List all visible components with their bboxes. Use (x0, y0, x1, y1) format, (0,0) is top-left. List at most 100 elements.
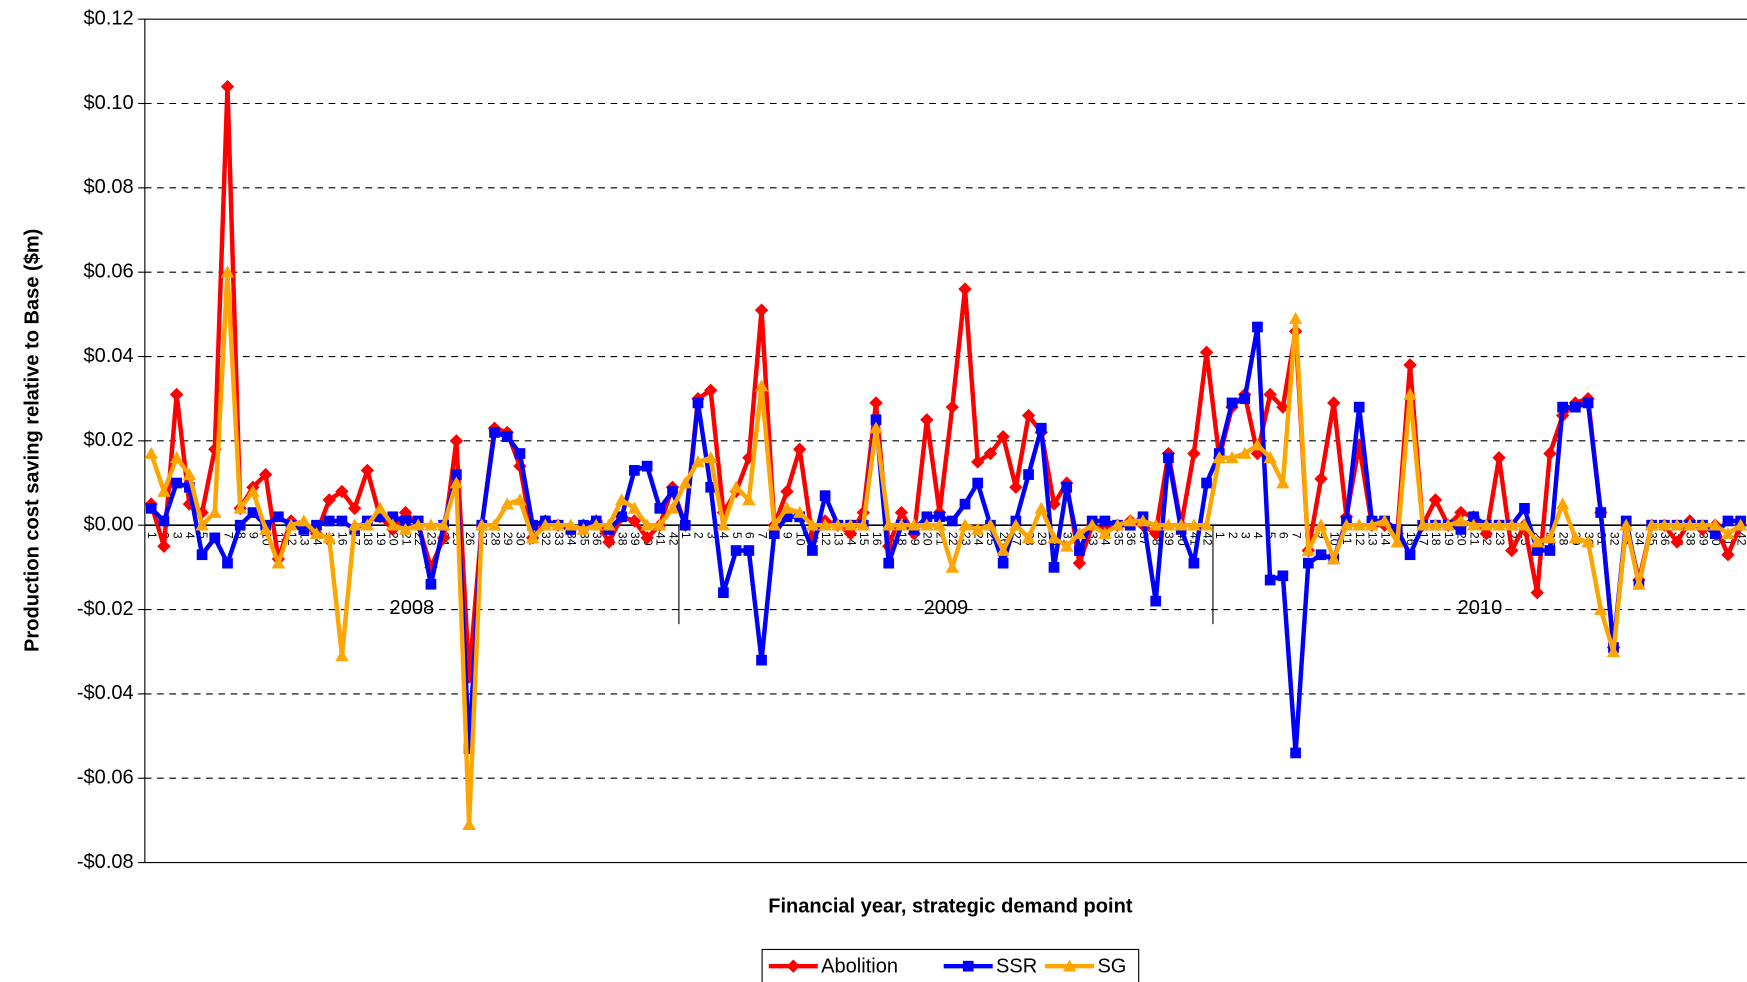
point (335, 649, 349, 662)
point (907, 518, 921, 531)
point (614, 493, 629, 506)
point (1225, 451, 1239, 464)
x-tick-label: 2 (1226, 532, 1240, 539)
point (705, 481, 717, 493)
point (870, 414, 882, 426)
x-tick-label: 9 (1315, 532, 1329, 539)
point (869, 421, 883, 434)
point (246, 484, 260, 497)
point (768, 528, 780, 539)
point (1365, 518, 1379, 531)
x-tick-label: 36 (1124, 532, 1138, 546)
point (831, 518, 845, 531)
x-tick-label: 19 (374, 532, 388, 546)
point (602, 518, 616, 531)
point (692, 397, 704, 409)
point (1416, 518, 1430, 531)
x-tick-label: 9 (781, 532, 795, 539)
point (322, 493, 336, 507)
point (273, 511, 284, 523)
point (1072, 556, 1087, 570)
point (220, 79, 235, 94)
point (145, 502, 157, 514)
x-tick-label: 1 (1213, 532, 1227, 539)
x-tick-label: 1 (145, 532, 159, 539)
x-tick-label: 41 (654, 532, 668, 546)
y-tick-label: $0.10 (84, 92, 134, 114)
point (1327, 552, 1341, 565)
point (716, 518, 731, 531)
point (1569, 401, 1581, 413)
point (883, 557, 895, 569)
point (1454, 514, 1468, 527)
point (183, 481, 195, 493)
x-tick-label: 21 (399, 532, 413, 546)
point (1695, 518, 1710, 531)
x-tick-label: 13 (1366, 532, 1380, 546)
point (1199, 518, 1214, 531)
point (730, 545, 742, 556)
series-line (149, 269, 1742, 827)
point (576, 522, 591, 535)
x-tick-label: 5 (196, 532, 210, 539)
point (1555, 497, 1570, 510)
x-tick-label: 6 (743, 532, 757, 539)
x-tick-label: 42 (1200, 532, 1214, 546)
x-tick-label: 5 (730, 532, 744, 539)
point (1530, 585, 1544, 600)
x-tick-label: 5 (1264, 532, 1278, 539)
x-tick-label: 36 (1658, 532, 1672, 546)
legend-label: SSR (996, 956, 1037, 978)
point (1531, 545, 1543, 556)
x-tick-label: 30 (514, 532, 528, 546)
point (1276, 400, 1290, 414)
x-tick-label: 29 (1035, 532, 1049, 546)
point (1060, 539, 1074, 552)
point (1021, 531, 1036, 544)
point (793, 505, 807, 518)
point (525, 531, 540, 544)
point (182, 467, 197, 480)
point (551, 518, 565, 531)
point (1149, 518, 1163, 531)
point (258, 522, 273, 535)
x-tick-label: 29 (501, 532, 515, 546)
point (1276, 476, 1290, 489)
x-tick-label: 13 (298, 532, 312, 546)
x-tick-label: 18 (1429, 532, 1443, 546)
point (945, 400, 959, 414)
point (934, 511, 945, 523)
point (158, 515, 170, 527)
x-tick-label: 28 (1556, 532, 1570, 546)
point (1339, 518, 1354, 531)
point (1543, 446, 1557, 461)
x-tick-label: 38 (1684, 532, 1698, 546)
point (1187, 446, 1201, 461)
x-tick-label: 20 (1455, 532, 1469, 546)
point (1530, 535, 1544, 548)
y-tick-label: $0.12 (84, 7, 134, 29)
point (602, 535, 616, 549)
point (1708, 518, 1722, 531)
point (1557, 401, 1568, 413)
point (807, 545, 818, 556)
x-tick-label: 22 (946, 532, 960, 546)
y-tick-label: -$0.08 (77, 851, 134, 873)
x-tick-label: 35 (1111, 532, 1125, 546)
point (665, 501, 680, 514)
point (1188, 557, 1200, 569)
point (1009, 518, 1023, 531)
point (462, 817, 476, 830)
point (1250, 438, 1265, 451)
point (869, 396, 883, 410)
point (449, 476, 464, 489)
point (1454, 505, 1468, 520)
point (463, 743, 475, 755)
point (780, 501, 794, 514)
point (983, 518, 998, 531)
point (627, 501, 642, 514)
point (1238, 446, 1252, 459)
point (451, 469, 462, 480)
point (1377, 514, 1392, 527)
point (1352, 518, 1366, 531)
